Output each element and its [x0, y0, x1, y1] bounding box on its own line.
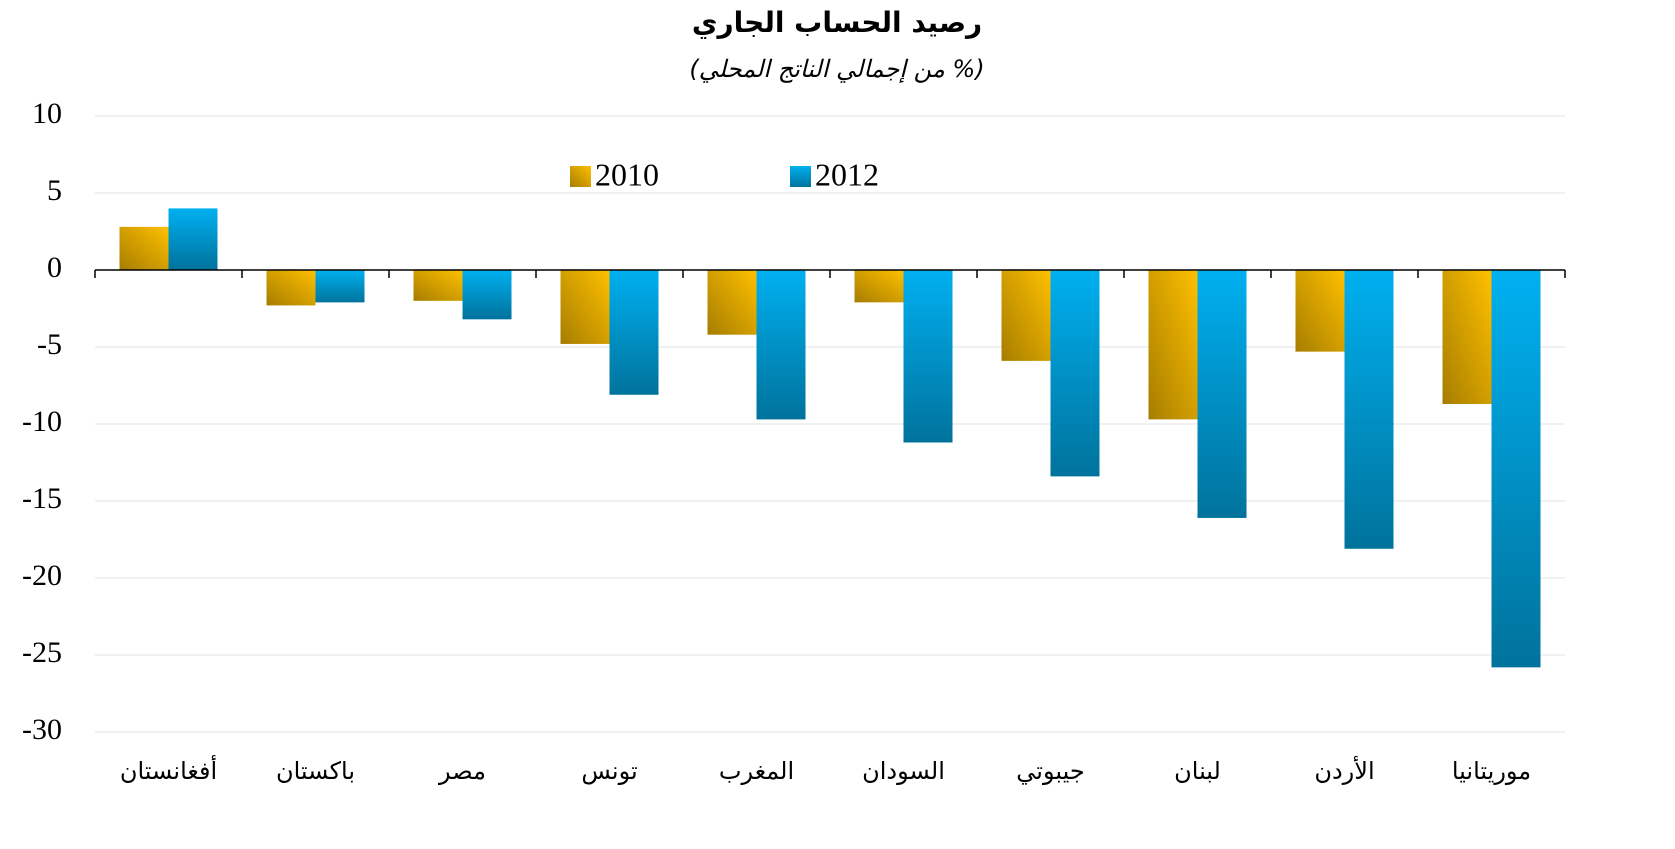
- chart-title: رصيد الحساب الجاري: [692, 6, 982, 39]
- bar-shade: [1295, 270, 1345, 352]
- bar-shade: [1197, 270, 1247, 518]
- bar-shade: [168, 208, 218, 270]
- bar-shade: [462, 270, 512, 320]
- bar-shade: [315, 270, 365, 303]
- x-tick-label: لبنان: [1174, 757, 1221, 785]
- bar-shade: [266, 270, 316, 306]
- y-tick-label: 0: [47, 251, 62, 284]
- bar-shade: [1491, 270, 1541, 668]
- y-tick-label: -20: [22, 559, 62, 592]
- x-tick-label: مصر: [438, 757, 486, 785]
- legend-label: 2012: [815, 156, 879, 192]
- x-tick-label: جيبوتي: [1016, 757, 1084, 785]
- y-tick-label: -15: [22, 482, 62, 515]
- y-tick-label: 10: [32, 97, 62, 130]
- x-tick-label: المغرب: [719, 757, 794, 785]
- y-tick-label: 5: [47, 174, 62, 207]
- bar-shade: [1050, 270, 1100, 477]
- y-tick-label: -25: [22, 636, 62, 669]
- x-tick-label: السودان: [862, 757, 945, 785]
- bar-shade: [1442, 270, 1492, 404]
- bar-shade: [1001, 270, 1051, 361]
- x-tick-label: باكستان: [276, 757, 355, 785]
- y-tick-label: -5: [37, 328, 62, 361]
- x-tick-label: تونس: [581, 757, 637, 785]
- legend-swatch-shade: [570, 166, 591, 187]
- y-tick-label: -10: [22, 405, 62, 438]
- bar-shade: [854, 270, 904, 303]
- y-tick-label: -30: [22, 713, 62, 746]
- bar-shade: [1344, 270, 1394, 549]
- x-tick-label: موريتانيا: [1452, 757, 1531, 785]
- legend-swatch-shade: [790, 166, 811, 187]
- bar-shade: [609, 270, 659, 395]
- x-tick-label: الأردن: [1314, 756, 1374, 785]
- bar-shade: [560, 270, 610, 344]
- bar-shade: [756, 270, 806, 420]
- bar-shade: [413, 270, 463, 301]
- chart-subtitle: (% من إجمالي الناتج المحلي): [689, 55, 984, 83]
- bar-shade: [707, 270, 757, 335]
- bar-shade: [1148, 270, 1198, 420]
- bar-shade: [119, 226, 169, 270]
- legend-label: 2010: [595, 156, 659, 192]
- bar-shade: [903, 270, 953, 443]
- x-tick-label: أفغانستان: [120, 755, 217, 785]
